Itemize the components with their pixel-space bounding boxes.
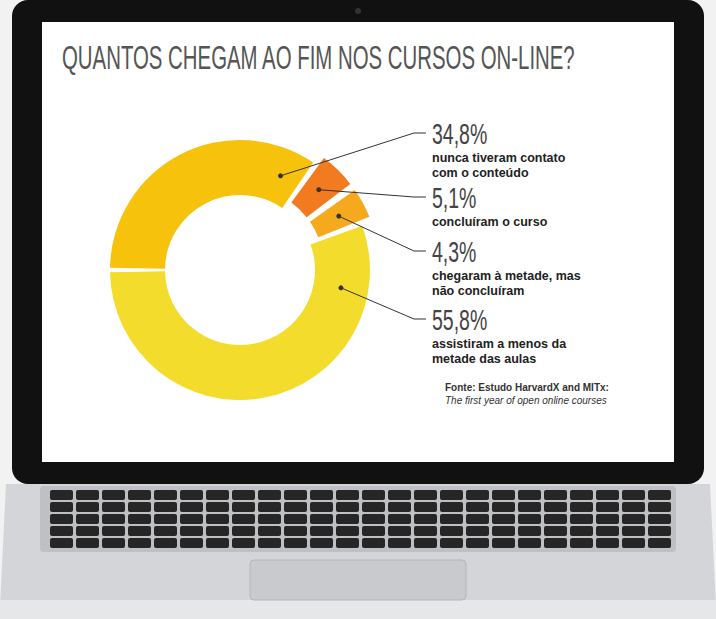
svg-text:The first year of open online: The first year of open online courses bbox=[445, 395, 607, 406]
svg-text:nunca tiveram contato: nunca tiveram contato bbox=[432, 151, 569, 165]
svg-text:com o conteúdo: com o conteúdo bbox=[432, 166, 529, 180]
svg-text:chegaram à metade, mas: chegaram à metade, mas bbox=[432, 269, 584, 283]
svg-text:concluíram o curso: concluíram o curso bbox=[432, 215, 548, 229]
svg-text:não concluíram: não concluíram bbox=[432, 284, 524, 298]
svg-text:34,8%: 34,8% bbox=[432, 116, 487, 149]
svg-text:Fonte: Estudo HarvardX and MIT: Fonte: Estudo HarvardX and MITx: bbox=[445, 382, 609, 393]
svg-text:assistiram a menos da: assistiram a menos da bbox=[432, 337, 570, 351]
svg-text:metade das aulas: metade das aulas bbox=[432, 352, 536, 366]
svg-text:55,8%: 55,8% bbox=[432, 302, 487, 335]
svg-text:5,1%: 5,1% bbox=[432, 180, 476, 213]
svg-text:QUANTOS CHEGAM AO FIM NOS CURS: QUANTOS CHEGAM AO FIM NOS CURSOS ON-LINE… bbox=[62, 38, 575, 76]
svg-text:4,3%: 4,3% bbox=[432, 234, 476, 267]
